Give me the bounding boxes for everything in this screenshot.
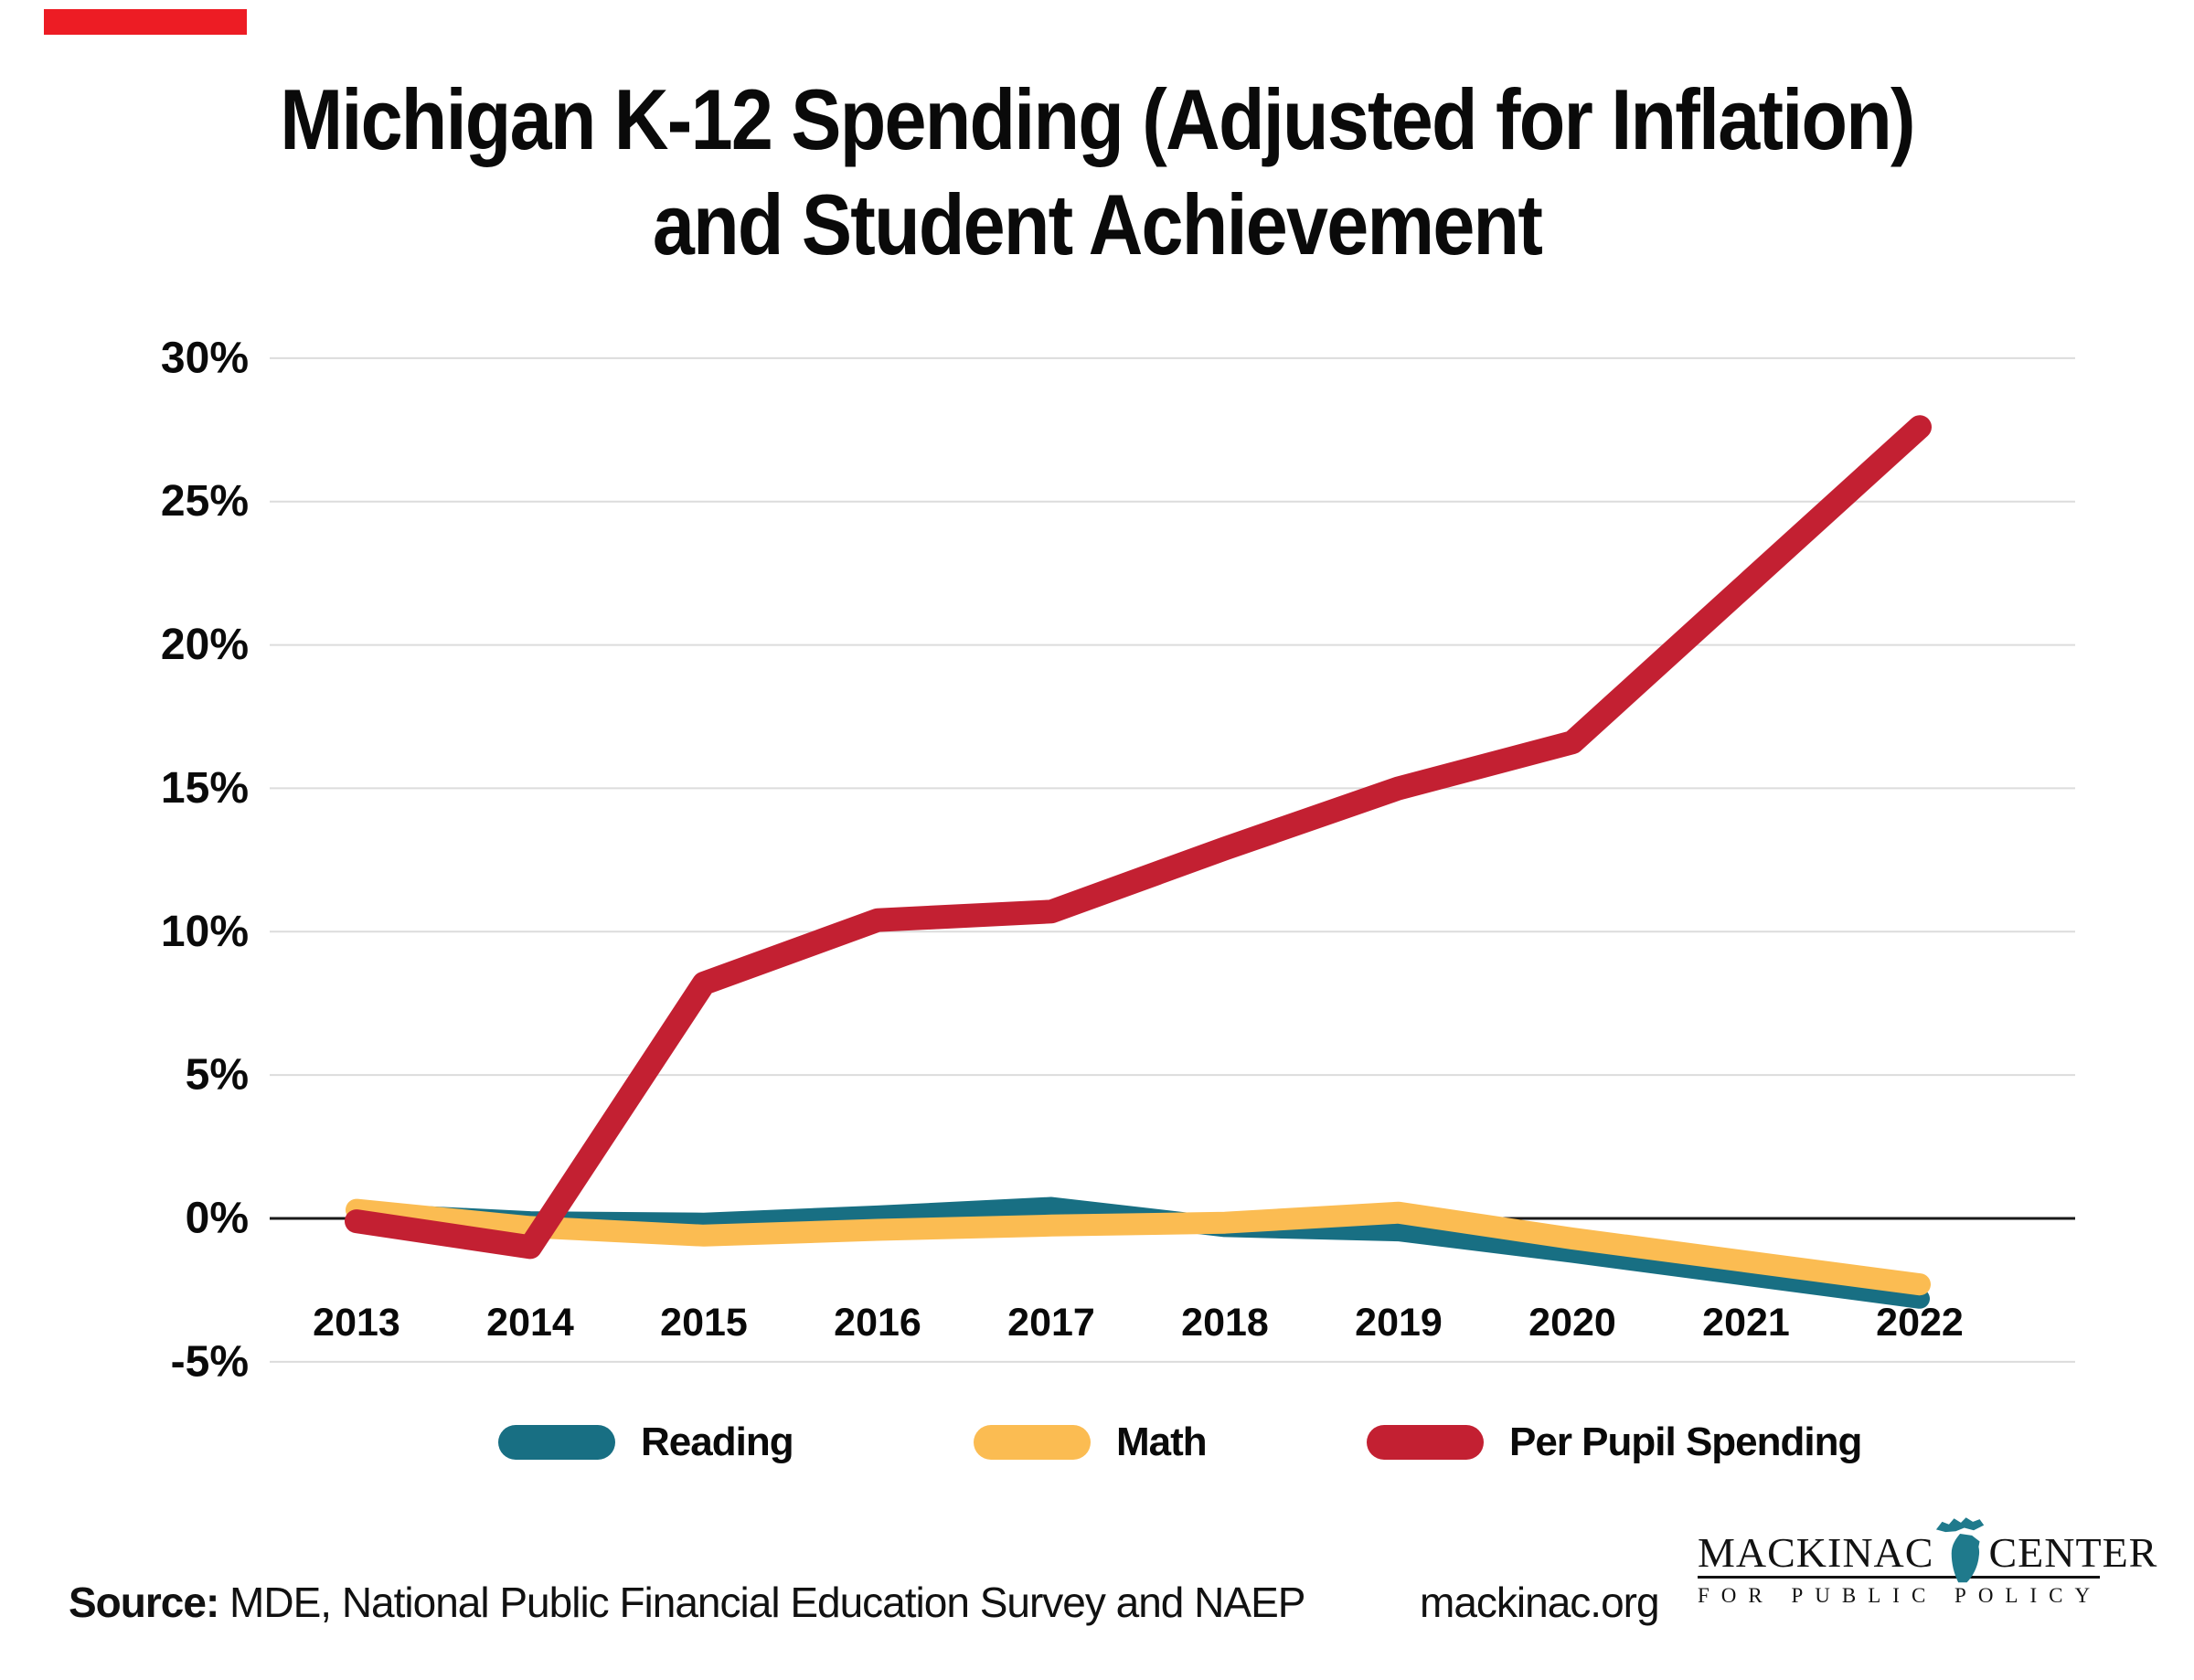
y-axis-tick-label: 25% bbox=[161, 477, 249, 526]
x-axis-tick-label: 2015 bbox=[660, 1301, 748, 1345]
legend-swatch-reading bbox=[498, 1425, 615, 1460]
logo-subtitle: FOR PUBLIC POLICY bbox=[1698, 1584, 2103, 1607]
y-axis-tick-label: 15% bbox=[161, 764, 249, 813]
logo-divider bbox=[1698, 1576, 2100, 1579]
chart-title-line1: Michigan K-12 Spending (Adjusted for Inf… bbox=[280, 71, 1915, 167]
legend-item-reading: Reading bbox=[498, 1419, 794, 1466]
michigan-state-icon bbox=[1936, 1517, 1985, 1583]
y-axis-tick-label: 30% bbox=[161, 334, 249, 382]
y-axis-tick-label: 0% bbox=[186, 1195, 249, 1243]
website-text: mackinac.org bbox=[1420, 1579, 1660, 1626]
y-axis-tick-label: 5% bbox=[186, 1051, 249, 1100]
logo-word-left: MACKINAC bbox=[1698, 1529, 1934, 1576]
x-axis-tick-label: 2021 bbox=[1702, 1301, 1790, 1345]
series-line-per-pupil-spending bbox=[345, 415, 1932, 1260]
x-axis-tick-label: 2018 bbox=[1181, 1301, 1269, 1345]
legend-item-math: Math bbox=[974, 1419, 1208, 1466]
series-line-math bbox=[346, 1198, 1931, 1296]
source-text: Source: MDE, National Public Financial E… bbox=[69, 1578, 1305, 1627]
x-axis-tick-label: 2016 bbox=[834, 1301, 921, 1345]
y-axis-tick-label: 10% bbox=[161, 908, 249, 956]
logo-word-right: CENTER bbox=[1988, 1529, 2158, 1576]
red-corner-mark bbox=[44, 9, 247, 35]
chart-legend: Reading Math Per Pupil Spending bbox=[0, 1419, 2194, 1466]
y-axis-tick-label: -5% bbox=[171, 1337, 249, 1386]
mackinac-center-logo: MACKINAC CENTER FOR PUBLIC POLICY bbox=[1698, 1517, 2157, 1608]
chart-title: Michigan K-12 Spending (Adjusted for Inf… bbox=[132, 68, 2062, 277]
chart-title-line2: and Student Achievement bbox=[652, 175, 1543, 272]
source-detail: MDE, National Public Financial Education… bbox=[218, 1579, 1305, 1626]
logo-wordmark: MACKINAC CENTER bbox=[1698, 1517, 2157, 1583]
source-label: Source: bbox=[69, 1579, 219, 1626]
x-axis-tick-label: 2017 bbox=[1007, 1301, 1095, 1345]
legend-swatch-math bbox=[974, 1425, 1091, 1460]
legend-label: Math bbox=[1116, 1419, 1208, 1464]
legend-swatch-per-pupil-spending bbox=[1367, 1425, 1484, 1460]
y-axis-tick-label: 20% bbox=[161, 621, 249, 669]
legend-label: Reading bbox=[641, 1419, 794, 1464]
x-axis-tick-label: 2013 bbox=[313, 1301, 400, 1345]
legend-label: Per Pupil Spending bbox=[1509, 1419, 1862, 1464]
legend-item-per-pupil-spending: Per Pupil Spending bbox=[1367, 1419, 1862, 1466]
x-axis-tick-label: 2020 bbox=[1528, 1301, 1616, 1345]
x-axis-tick-label: 2014 bbox=[486, 1301, 574, 1345]
x-axis-tick-label: 2019 bbox=[1355, 1301, 1443, 1345]
